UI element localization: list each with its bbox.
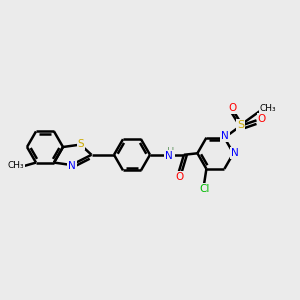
Text: O: O [175, 172, 183, 182]
Text: S: S [78, 139, 84, 149]
Text: H: H [167, 147, 174, 158]
Text: N: N [231, 148, 239, 158]
Text: N: N [165, 151, 173, 161]
Text: CH₃: CH₃ [260, 104, 276, 113]
Text: Cl: Cl [200, 184, 210, 194]
Text: O: O [228, 103, 236, 113]
Text: N: N [221, 131, 229, 141]
Text: CH₃: CH₃ [8, 161, 24, 170]
Text: N: N [68, 160, 76, 171]
Text: O: O [258, 114, 266, 124]
Text: S: S [237, 120, 244, 130]
